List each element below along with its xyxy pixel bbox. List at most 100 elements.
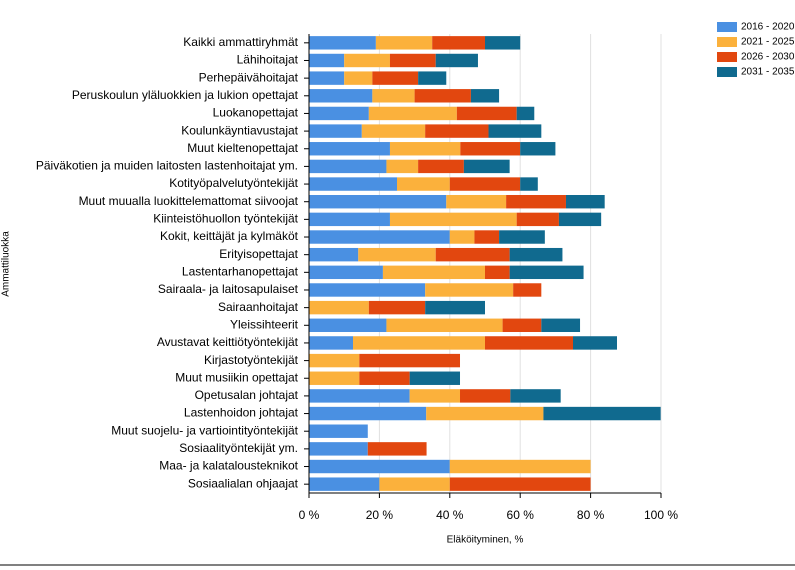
bar-segment xyxy=(449,230,475,244)
bar-segment xyxy=(382,265,485,280)
bar-segment xyxy=(573,336,617,350)
y-tick-label: Sairaanhoitajat xyxy=(218,300,299,314)
x-tick-label: 100 % xyxy=(644,508,678,522)
y-tick-label: Perhepäivähoitajat xyxy=(199,70,299,84)
bar-segment xyxy=(460,389,511,403)
bar-segment xyxy=(309,53,345,68)
bar-segment xyxy=(509,265,584,280)
bar-segment xyxy=(516,212,559,227)
bar-segment xyxy=(446,195,507,209)
bar-segment xyxy=(309,406,427,421)
bar-segment xyxy=(372,89,415,103)
bar-segment xyxy=(506,195,566,209)
y-tick-label: Muut suojelu- ja vartiointityöntekijät xyxy=(111,423,298,437)
bar-segment xyxy=(309,389,410,403)
bar-segment xyxy=(460,142,521,156)
bar-segment xyxy=(389,53,436,68)
bar-segment xyxy=(309,106,369,121)
bar-segment xyxy=(435,247,510,262)
x-tick-label: 40 % xyxy=(436,508,464,522)
bar-segment xyxy=(361,124,426,138)
bar-segment xyxy=(418,159,464,174)
bar-segment xyxy=(389,142,461,156)
bar-segment xyxy=(449,477,591,491)
bar-segment xyxy=(425,124,489,138)
bar-segment xyxy=(502,318,542,332)
bar-segment xyxy=(309,89,373,103)
y-tick-label: Avustavat keittiötyöntekijät xyxy=(157,335,299,349)
bar-segment xyxy=(510,389,561,403)
bar-segment xyxy=(309,247,359,262)
bar-segment xyxy=(449,459,591,474)
bar-segment xyxy=(463,159,510,174)
bar-segment xyxy=(425,283,514,297)
bar-segment xyxy=(309,442,368,456)
y-tick-label: Muut muualla luokittelemattomat siivooja… xyxy=(79,194,299,208)
bar-segment xyxy=(309,177,397,191)
bar-segment xyxy=(470,89,500,103)
bar-segment xyxy=(488,124,542,138)
y-tick-label: Päiväkotien ja muiden laitosten lastenho… xyxy=(36,159,298,173)
bar-segment xyxy=(309,159,387,174)
y-tick-label: Luokanopettajat xyxy=(213,106,299,120)
y-tick-label: Sairaala- ja laitosapulaiset xyxy=(158,282,299,296)
bar-segment xyxy=(309,124,362,138)
bar-segment xyxy=(368,300,426,315)
legend-swatch xyxy=(717,22,737,32)
legend-swatch xyxy=(717,67,737,77)
y-tick-label: Sosiaalialan ohjaajat xyxy=(188,476,299,490)
bar-segment xyxy=(379,477,450,491)
bar-segment xyxy=(474,230,500,244)
bar-segment xyxy=(389,212,517,227)
bar-segment xyxy=(309,36,376,50)
y-tick-label: Kokit, keittäjät ja kylmäköt xyxy=(160,229,299,243)
bar-segment xyxy=(372,71,419,85)
bar-segment xyxy=(397,177,450,191)
bar-segment xyxy=(432,36,485,50)
bar-segment xyxy=(485,36,521,50)
bar-segment xyxy=(309,477,380,491)
y-tick-label: Kaikki ammattiryhmät xyxy=(183,35,298,49)
x-tick-label: 20 % xyxy=(366,508,394,522)
bar-segment xyxy=(309,265,383,280)
bar-segment xyxy=(309,142,390,156)
bar-segment xyxy=(309,459,450,474)
bar-segment xyxy=(367,442,427,456)
y-tick-label: Lähihoitajat xyxy=(237,53,299,67)
bar-segment xyxy=(375,36,433,50)
bar-segment xyxy=(359,353,461,368)
bar-segment xyxy=(309,230,450,244)
y-tick-label: Sosiaalityöntekijät ym. xyxy=(179,441,298,455)
bar-segment xyxy=(309,300,369,315)
legend-label: 2021 - 2025 xyxy=(741,37,795,48)
bar-segment xyxy=(309,71,345,85)
legend-label: 2016 - 2020 xyxy=(741,22,795,33)
bar-segment xyxy=(368,106,457,121)
bar-segment xyxy=(309,371,360,385)
bar-segment xyxy=(456,106,517,121)
bar-segment xyxy=(344,71,373,85)
x-tick-label: 0 % xyxy=(299,508,320,522)
y-axis-title: Ammattiluokka xyxy=(1,231,12,297)
bar-segment xyxy=(414,89,471,103)
legend-swatch xyxy=(717,52,737,62)
bar-segment xyxy=(541,318,581,332)
bar-segment xyxy=(449,177,521,191)
y-tick-label: Kotityöpalvelutyöntekijät xyxy=(169,176,298,190)
bar-segment xyxy=(425,300,485,315)
y-tick-label: Muut musiikin opettajat xyxy=(175,370,298,384)
bar-segment xyxy=(309,283,426,297)
bar-segment xyxy=(485,336,573,350)
y-tick-label: Maa- ja kalatalousteknikot xyxy=(159,459,298,473)
y-tick-label: Lastentarhanopettajat xyxy=(182,264,299,278)
y-tick-label: Kiinteistöhuollon työntekijät xyxy=(153,212,298,226)
legend-swatch xyxy=(717,37,737,47)
bar-segment xyxy=(485,265,510,280)
bar-segment xyxy=(309,318,387,332)
bar-segment xyxy=(309,212,390,227)
y-tick-label: Opetusalan johtajat xyxy=(195,388,299,402)
bar-segment xyxy=(426,406,544,421)
bar-segment xyxy=(516,106,535,121)
x-tick-label: 80 % xyxy=(577,508,605,522)
